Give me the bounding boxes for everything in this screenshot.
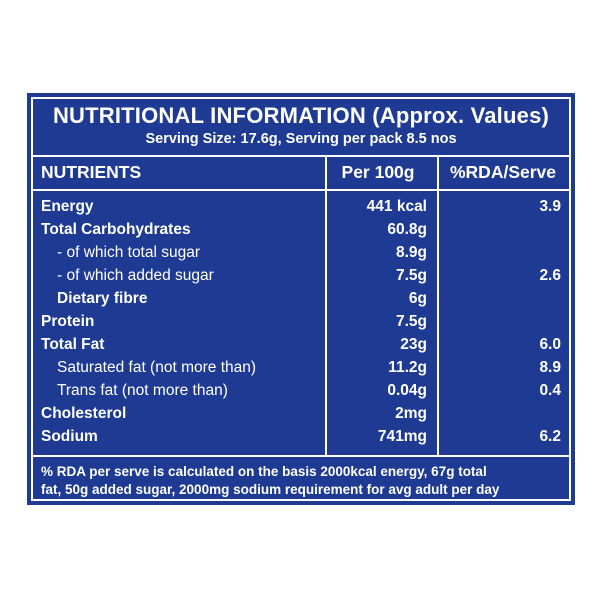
footnote-line-2: fat, 50g added sugar, 2000mg sodium requ… <box>41 482 500 497</box>
per-100g-value: 7.5g <box>395 267 427 284</box>
rda-value: 0.4 <box>539 382 561 399</box>
table-row-trans-fat: Trans fat (not more than) 0.04g 0.4 <box>33 379 569 402</box>
table-row-protein: Protein 7.5g <box>33 310 569 333</box>
column-header-nutrients: NUTRIENTS <box>41 162 142 182</box>
per-100g-value: 441 kcal <box>366 198 427 215</box>
rda-footnote: % RDA per serve is calculated on the bas… <box>41 463 561 499</box>
per-100g-value: 23g <box>400 336 427 353</box>
table-row-total-fat: Total Fat 23g 6.0 <box>33 333 569 356</box>
footnote-line-1: % RDA per serve is calculated on the bas… <box>41 464 487 479</box>
nutrient-name: Protein <box>41 313 95 330</box>
table-row-added-sugar: - of which added sugar 7.5g 2.6 <box>33 264 569 287</box>
per-100g-value: 8.9g <box>395 244 427 261</box>
per-100g-value: 741mg <box>377 428 427 445</box>
nutrient-name: Sodium <box>41 428 98 445</box>
column-header-per-100g: Per 100g <box>341 162 415 182</box>
table-row-saturated-fat: Saturated fat (not more than) 11.2g 8.9 <box>33 356 569 379</box>
nutrient-name: Dietary fibre <box>57 290 148 307</box>
per-100g-value: 11.2g <box>388 359 427 376</box>
table-row-energy: Energy 441 kcal 3.9 <box>33 195 569 218</box>
column-divider-1 <box>325 155 327 457</box>
nutrition-label-border: NUTRITIONAL INFORMATION (Approx. Values)… <box>31 97 571 501</box>
rda-value: 8.9 <box>539 359 561 376</box>
nutrient-name: Total Fat <box>41 336 105 353</box>
rda-value: 6.0 <box>539 336 561 353</box>
table-row-total-carbohydrates: Total Carbohydrates 60.8g <box>33 218 569 241</box>
nutrient-name: Energy <box>41 198 94 215</box>
nutrient-name: Trans fat (not more than) <box>57 382 228 399</box>
nutrient-name: Cholesterol <box>41 405 127 422</box>
header-divider <box>33 155 569 157</box>
nutrition-label-panel: NUTRITIONAL INFORMATION (Approx. Values)… <box>27 93 575 505</box>
per-100g-value: 60.8g <box>387 221 427 238</box>
nutrient-name: - of which total sugar <box>57 244 201 261</box>
table-row-dietary-fibre: Dietary fibre 6g <box>33 287 569 310</box>
nutrient-name: - of which added sugar <box>57 267 214 284</box>
nutrient-name: Total Carbohydrates <box>41 221 191 238</box>
per-100g-value: 7.5g <box>395 313 427 330</box>
per-100g-value: 2mg <box>395 405 427 422</box>
nutrient-name: Saturated fat (not more than) <box>57 359 257 376</box>
column-header-rda: %RDA/Serve <box>449 162 557 182</box>
table-row-sodium: Sodium 741mg 6.2 <box>33 425 569 448</box>
per-100g-value: 0.04g <box>387 382 427 399</box>
label-title: NUTRITIONAL INFORMATION (Approx. Values) <box>52 103 550 128</box>
rda-value: 3.9 <box>539 198 561 215</box>
serving-size-line: Serving Size: 17.6g, Serving per pack 8.… <box>145 131 457 147</box>
per-100g-value: 6g <box>408 290 427 307</box>
table-row-cholesterol: Cholesterol 2mg <box>33 402 569 425</box>
column-divider-2 <box>437 155 439 457</box>
rda-value: 6.2 <box>539 428 561 445</box>
column-header-divider <box>33 189 569 191</box>
table-row-total-sugar: - of which total sugar 8.9g <box>33 241 569 264</box>
footnote-divider <box>33 455 569 457</box>
rda-value: 2.6 <box>539 267 561 284</box>
